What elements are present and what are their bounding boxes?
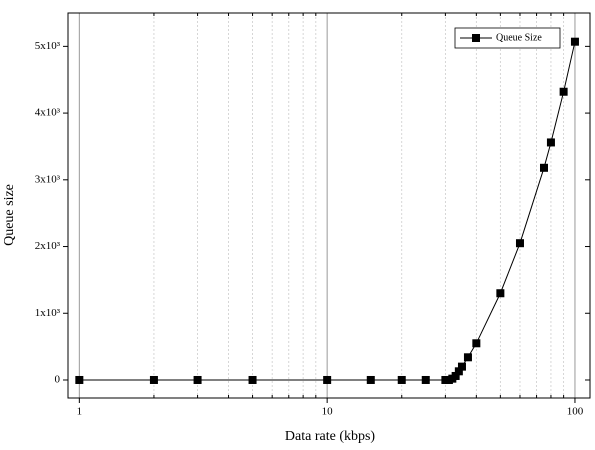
data-point	[457, 362, 466, 371]
x-tick-label: 1	[77, 406, 83, 418]
data-point	[559, 87, 568, 96]
data-point	[323, 375, 332, 384]
data-point	[149, 375, 158, 384]
data-point	[75, 375, 84, 384]
data-point	[496, 289, 505, 298]
data-point	[546, 138, 555, 147]
data-point	[248, 375, 257, 384]
data-point	[397, 375, 406, 384]
plot-frame	[67, 12, 591, 399]
y-tick-label: 3x10³	[35, 173, 61, 185]
x-axis-label: Data rate (kbps)	[285, 429, 376, 444]
y-tick-label: 0	[55, 374, 61, 386]
y-tick-label: 5x10³	[35, 40, 61, 52]
data-point	[451, 371, 460, 380]
data-point	[570, 37, 579, 46]
legend-marker	[472, 34, 480, 42]
data-point	[472, 339, 481, 348]
data-point	[421, 375, 430, 384]
legend-box	[454, 27, 561, 49]
x-tick-label: 100	[567, 406, 584, 418]
y-axis-label: Queue size	[2, 184, 17, 246]
data-point	[454, 367, 463, 376]
legend-label: Queue Size	[496, 32, 542, 43]
data-point	[463, 353, 472, 362]
y-tick-label: 1x10³	[35, 307, 61, 319]
data-point	[515, 239, 524, 248]
x-tick-label: 10	[322, 406, 334, 418]
data-point	[539, 163, 548, 172]
data-point	[193, 375, 202, 384]
y-tick-label: 2x10³	[35, 240, 61, 252]
y-tick-label: 4x10³	[35, 107, 61, 119]
data-point	[366, 375, 375, 384]
